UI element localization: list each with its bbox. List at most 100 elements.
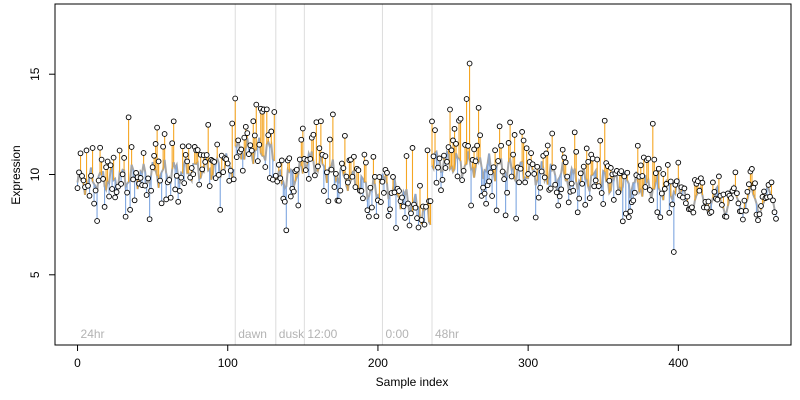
observed-point xyxy=(182,151,189,158)
observed-point xyxy=(112,194,118,201)
observed-point xyxy=(597,137,604,144)
observed-point xyxy=(409,145,416,151)
observed-point xyxy=(118,181,124,187)
observed-point xyxy=(91,200,97,207)
observed-point xyxy=(178,174,185,181)
period-label-3: 12:00 xyxy=(307,327,337,341)
observed-point xyxy=(331,184,338,190)
observed-point xyxy=(224,160,231,167)
observed-point xyxy=(337,187,344,194)
observed-point xyxy=(459,177,465,183)
observed-point xyxy=(315,163,321,170)
observed-point xyxy=(696,187,703,194)
observed-point xyxy=(541,174,548,181)
observed-point xyxy=(523,145,530,152)
observed-point xyxy=(393,225,399,231)
observed-point xyxy=(245,151,252,157)
observed-point xyxy=(705,198,712,205)
observed-point xyxy=(562,159,569,166)
observed-point xyxy=(723,213,730,220)
observed-point xyxy=(336,197,342,204)
observed-point xyxy=(624,169,631,176)
period-label-4: 0:00 xyxy=(385,327,409,341)
observed-point xyxy=(100,176,106,182)
observed-point xyxy=(573,148,580,155)
observed-point xyxy=(235,137,242,144)
observed-point xyxy=(474,142,480,149)
observed-point xyxy=(740,216,746,223)
observed-point xyxy=(248,147,255,154)
observed-point xyxy=(433,179,440,186)
observed-point xyxy=(511,132,518,138)
period-labels: 24hr dawn dusk 12:00 0:00 48hr xyxy=(81,327,460,341)
observed-point xyxy=(580,163,587,170)
observed-point xyxy=(728,195,734,201)
fitted-line-segment-2 xyxy=(275,159,304,191)
observed-point xyxy=(471,146,477,153)
observed-point xyxy=(299,125,306,132)
observed-point xyxy=(423,203,429,210)
plot-frame xyxy=(54,3,792,346)
observed-point xyxy=(369,204,375,211)
observed-point xyxy=(504,189,510,196)
observed-point xyxy=(480,184,486,191)
observed-point xyxy=(444,158,450,165)
observed-point xyxy=(352,184,359,190)
observed-point xyxy=(564,173,571,180)
observed-point xyxy=(230,176,237,183)
observed-point xyxy=(528,150,534,156)
observed-point xyxy=(272,172,279,179)
observed-point xyxy=(498,142,504,149)
observed-point xyxy=(290,188,297,195)
observed-point xyxy=(592,177,599,184)
observed-point xyxy=(529,161,536,168)
observed-point xyxy=(151,152,157,159)
observed-point xyxy=(318,118,324,125)
observed-point xyxy=(502,212,509,219)
observed-point xyxy=(681,185,688,192)
observed-point xyxy=(550,164,557,171)
observed-point xyxy=(215,172,222,178)
observed-point xyxy=(92,187,99,194)
observed-point xyxy=(657,214,664,221)
observed-point xyxy=(680,194,686,201)
observed-point xyxy=(113,189,120,195)
observed-point xyxy=(185,143,192,150)
observed-point xyxy=(176,188,183,194)
observed-point xyxy=(537,184,544,191)
observed-point xyxy=(565,199,572,206)
observed-point xyxy=(436,155,443,162)
observed-point xyxy=(321,188,327,194)
observed-point xyxy=(732,169,739,176)
observed-point xyxy=(322,153,329,159)
observed-point xyxy=(622,210,629,217)
observed-point xyxy=(543,150,550,157)
observed-point xyxy=(376,174,383,180)
observed-point xyxy=(387,206,393,213)
observed-point xyxy=(654,209,661,216)
observed-point xyxy=(312,172,318,179)
observed-point xyxy=(127,206,133,213)
observed-point xyxy=(229,120,236,127)
observed-point xyxy=(98,156,105,163)
period-dividers xyxy=(234,4,433,345)
observed-point xyxy=(427,198,434,204)
observed-point xyxy=(324,169,330,176)
observed-point xyxy=(149,164,156,171)
observed-point xyxy=(661,186,668,192)
observed-point xyxy=(451,125,458,132)
observed-point xyxy=(460,167,467,174)
observed-point xyxy=(735,200,742,207)
observed-point xyxy=(342,132,348,139)
observed-point xyxy=(158,200,165,207)
observed-point xyxy=(239,167,246,174)
observed-point xyxy=(106,193,112,200)
observed-point xyxy=(77,150,84,157)
observed-point xyxy=(181,180,188,186)
observed-point xyxy=(768,179,775,186)
y-tick-label: 5 xyxy=(28,271,42,278)
observed-point xyxy=(220,169,227,175)
observed-point xyxy=(516,179,522,186)
observed-point xyxy=(199,166,206,173)
observed-point xyxy=(658,190,665,197)
